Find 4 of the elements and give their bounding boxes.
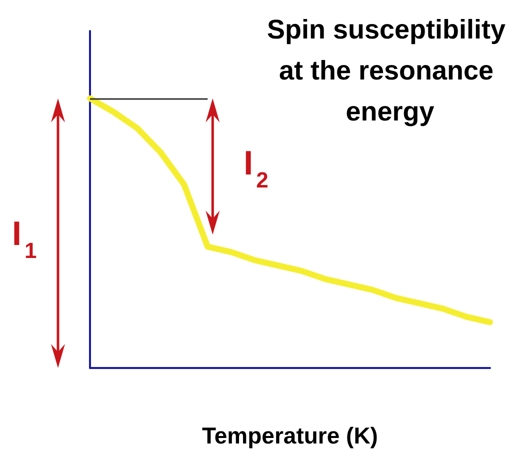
chart-title: Spin susceptibility at the resonance energy — [266, 14, 514, 126]
text: I$_{1}$ — [12, 215, 37, 264]
annotation: I$_{2}$ — [244, 144, 268, 193]
x-axis-title: Temperature (K) — [202, 422, 378, 448]
